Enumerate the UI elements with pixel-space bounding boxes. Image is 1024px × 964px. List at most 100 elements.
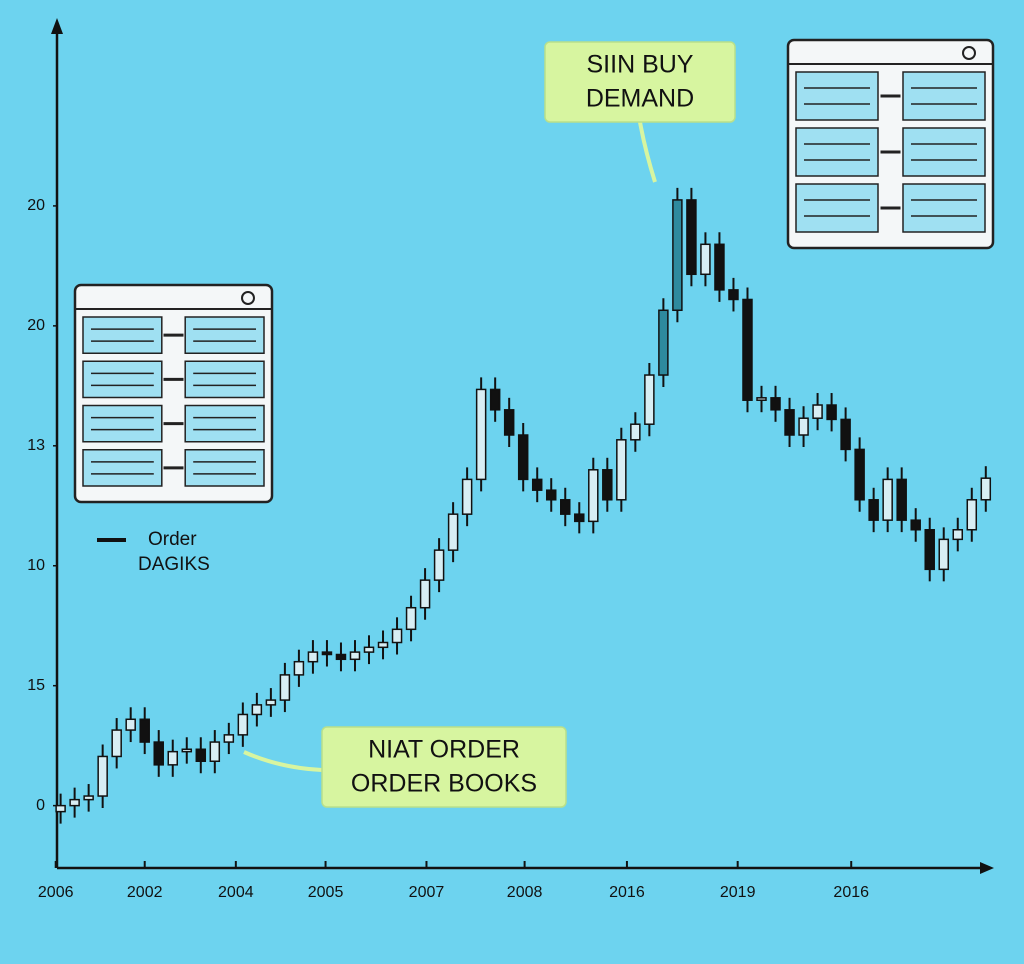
annotation-text: NIAT ORDER: [368, 736, 520, 764]
candle-body: [83, 795, 94, 801]
panel-cell: [795, 183, 879, 233]
candle-body: [279, 674, 291, 701]
candle-body: [545, 489, 557, 501]
candle-body: [237, 713, 249, 736]
candle-body: [475, 388, 487, 481]
x-tick-label: 2002: [127, 884, 163, 901]
panel-cell: [184, 360, 265, 399]
candle-body: [447, 513, 459, 551]
candle-body: [588, 469, 599, 523]
candle-body: [167, 750, 179, 766]
annotation-text: SIIN BUY: [587, 51, 694, 79]
annotation-text: ORDER BOOKS: [351, 770, 537, 798]
candle-body: [882, 478, 893, 521]
candle-body: [672, 199, 683, 312]
y-tick-label: 0: [36, 797, 45, 814]
candle-body: [223, 734, 235, 743]
legend-label: DAGIKS: [138, 554, 210, 575]
candle-body: [307, 651, 319, 663]
candle-body: [503, 409, 515, 436]
candle-body: [952, 529, 964, 541]
candle-body: [321, 651, 333, 656]
candle-body: [812, 404, 823, 419]
panel-cell: [82, 449, 163, 487]
candle-body: [742, 298, 753, 401]
annotation-pointer: [638, 121, 657, 183]
candle-body: [910, 519, 921, 531]
candle-body: [55, 804, 66, 813]
candle-body: [349, 651, 361, 661]
candle-body: [265, 699, 277, 706]
candle-body: [517, 434, 529, 481]
candle-body: [139, 718, 150, 743]
candle-body: [461, 478, 473, 515]
candle-body: [181, 748, 193, 753]
x-tick-label: 2016: [833, 884, 869, 901]
candle-body: [826, 404, 837, 421]
x-tick-label: 2019: [720, 884, 756, 901]
candle-body: [784, 409, 795, 436]
candle-body: [770, 397, 781, 411]
panel-cell: [902, 183, 986, 233]
panel-knob: [962, 46, 976, 60]
candle-body: [756, 397, 767, 401]
y-tick-label: 13: [27, 437, 45, 454]
candle-body: [251, 704, 263, 716]
candle-body: [560, 499, 571, 515]
y-axis-arrow: [51, 18, 63, 34]
candle-body: [153, 741, 164, 766]
x-tick-label: 2008: [507, 884, 543, 901]
candle-body: [574, 513, 585, 523]
annotation-pointer: [243, 750, 323, 772]
candle-body: [433, 549, 445, 581]
candle-body: [419, 579, 431, 609]
candle-body: [924, 529, 935, 571]
panel-cell: [902, 127, 986, 177]
y-tick-label: 15: [27, 677, 45, 694]
annotation-box: [544, 41, 736, 123]
candle-body: [868, 499, 879, 521]
panel-cell: [82, 360, 163, 399]
candle-body: [293, 660, 305, 676]
candle-body: [602, 469, 613, 501]
legend-label: Order: [148, 529, 197, 550]
x-tick-label: 2006: [38, 884, 74, 901]
candle-body: [531, 478, 543, 491]
panel-cell: [795, 71, 879, 121]
candle-body: [840, 418, 851, 451]
panel-cell: [795, 127, 879, 177]
panel-cell: [184, 316, 265, 354]
candle-body: [391, 628, 403, 644]
annotation-box: [321, 726, 567, 808]
candle-body: [489, 388, 501, 411]
annotation-text: DEMAND: [586, 85, 694, 113]
candle-body: [686, 199, 697, 276]
x-tick-label: 2016: [609, 884, 645, 901]
candle-body: [644, 374, 655, 425]
candle-body: [896, 478, 907, 521]
candle-body: [125, 718, 136, 731]
candle-body: [111, 729, 122, 758]
candle-body: [630, 423, 641, 441]
candle-body: [658, 309, 669, 376]
candle-body: [335, 653, 347, 661]
candle-body: [714, 243, 725, 291]
candle-body: [195, 748, 207, 763]
candle-body: [69, 798, 80, 807]
x-tick-label: 2007: [409, 884, 445, 901]
candle-body: [97, 755, 108, 797]
panel-knob: [241, 291, 255, 305]
candle-body: [616, 439, 627, 501]
candle-body: [980, 477, 992, 501]
candle-body: [728, 289, 739, 301]
candle-body: [938, 538, 949, 571]
candle-body: [854, 448, 865, 501]
x-tick-label: 2005: [308, 884, 344, 901]
candle-body: [209, 741, 221, 763]
candle-body: [966, 499, 978, 531]
x-axis-arrow: [980, 862, 994, 874]
panel-cell: [902, 71, 986, 121]
candle-body: [377, 641, 389, 649]
candle-body: [405, 606, 417, 631]
x-tick-label: 2004: [218, 884, 254, 901]
